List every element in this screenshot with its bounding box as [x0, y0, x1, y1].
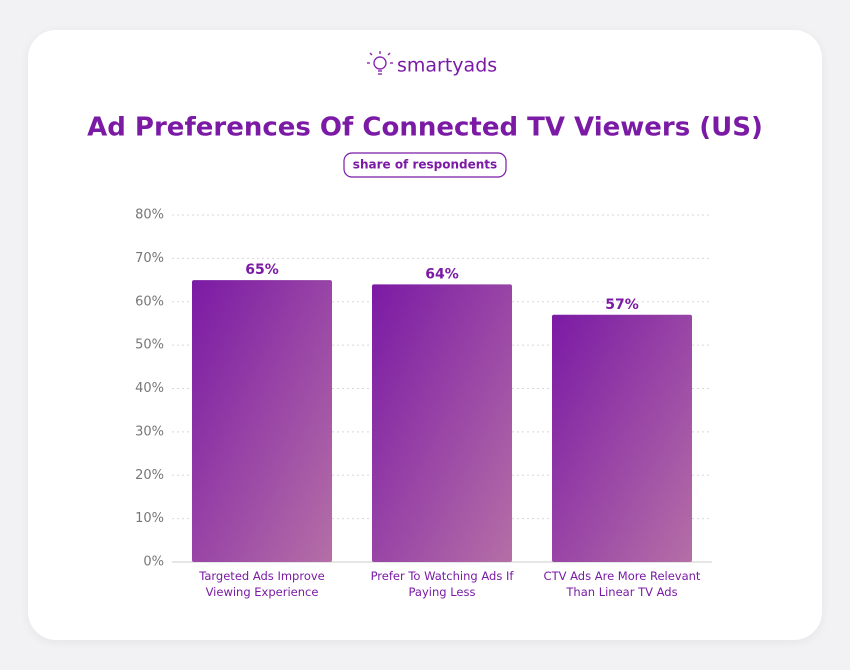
y-tick-label: 10% — [135, 511, 164, 526]
bar — [372, 284, 512, 562]
chart-title: Ad Preferences Of Connected TV Viewers (… — [87, 113, 763, 143]
x-tick-label: Targeted Ads Improve Viewing Experience — [199, 569, 325, 599]
y-tick-label: 20% — [135, 468, 164, 483]
y-tick-label: 0% — [143, 555, 164, 570]
value-label: 64% — [425, 266, 459, 282]
value-label: 65% — [245, 262, 279, 278]
x-tick-label: CTV Ads Are More Relevant Than Linear TV… — [543, 569, 701, 599]
y-tick-label: 40% — [135, 381, 164, 396]
logo-icon — [367, 51, 393, 75]
value-label: 57% — [605, 297, 639, 313]
y-tick-label: 70% — [135, 251, 164, 266]
y-tick-label: 50% — [135, 338, 164, 353]
x-tick-label: Prefer To Watching Ads If Paying Less — [370, 569, 514, 599]
bar — [192, 280, 332, 562]
logo: smartyads — [397, 55, 497, 77]
y-tick-label: 80% — [135, 208, 164, 223]
bar — [552, 314, 692, 562]
y-tick-label: 60% — [135, 294, 164, 309]
y-tick-label: 30% — [135, 424, 164, 439]
chart-subtitle: share of respondents — [353, 158, 497, 172]
subtitle-box — [343, 152, 507, 178]
